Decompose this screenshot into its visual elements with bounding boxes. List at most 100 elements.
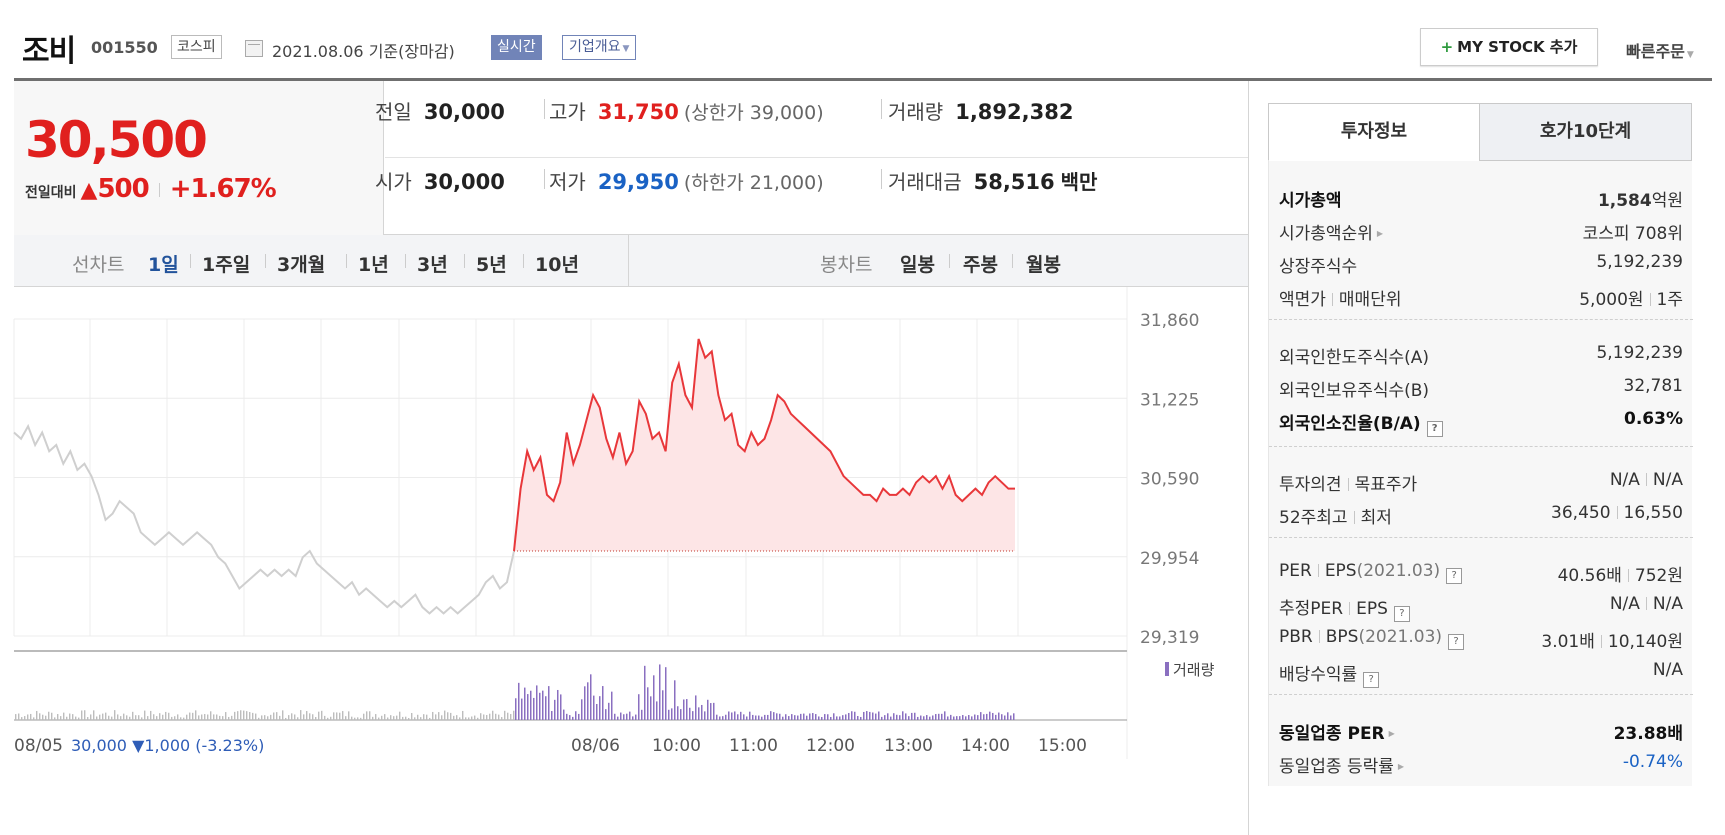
tab-1week[interactable]: 1주일 [202, 254, 251, 276]
volume-bar [255, 713, 257, 720]
foreign-limit-label: 외국인한도주식수(A) [1279, 348, 1430, 368]
volume-bar [803, 713, 805, 720]
face-value: 5,000원 [1579, 290, 1644, 310]
help-icon[interactable]: ? [1446, 568, 1463, 584]
help-icon[interactable]: ? [1426, 421, 1443, 437]
volume-bar [728, 711, 730, 720]
volume-bar [749, 711, 751, 720]
volume-bar [617, 716, 619, 720]
volume-bar [518, 682, 520, 720]
tab-invest-info[interactable]: 투자정보 [1268, 103, 1480, 161]
volume-bar [878, 711, 880, 720]
divider [1318, 630, 1320, 643]
help-icon[interactable]: ? [1448, 634, 1465, 650]
chevron-right-icon: ▶ [1397, 762, 1405, 771]
tab-10year[interactable]: 10년 [535, 254, 579, 276]
volume-bar [198, 715, 200, 720]
volume-bar [288, 715, 290, 720]
volume-bar [515, 698, 517, 720]
volume-bar [653, 675, 655, 720]
volume-bar [21, 717, 23, 720]
volume-bar [836, 716, 838, 720]
volume-bar [521, 698, 523, 720]
volume-bar [824, 714, 826, 720]
volume-bar [495, 713, 497, 720]
company-profile-dropdown[interactable]: 기업개요 ▼ [562, 35, 637, 60]
sector-change-row[interactable]: 동일업종 등락률 ▶ -0.74% [1269, 746, 1693, 778]
volume-bar [189, 712, 191, 720]
tab-5year[interactable]: 5년 [476, 254, 507, 276]
volume-bar [93, 710, 95, 720]
volume-bar [797, 715, 799, 720]
volume-bar [638, 694, 640, 720]
volume-bar [207, 714, 209, 720]
plus-icon: + [1440, 38, 1454, 56]
market-cap-row: 시가총액 1,584억원 [1269, 180, 1693, 212]
add-my-stock-button[interactable]: + MY STOCK 추가 [1420, 28, 1598, 66]
opinion-label: 투자의견 목표주가 [1279, 470, 1417, 495]
sector-per-row[interactable]: 동일업종 PER ▶ 23.88배 [1269, 713, 1693, 745]
help-icon[interactable]: ? [1363, 672, 1380, 688]
volume-bar [833, 713, 835, 720]
volume-bar [414, 717, 416, 720]
volume-bar [725, 714, 727, 720]
volume-bar [587, 682, 589, 720]
quick-order-menu[interactable]: 빠른주문 ▼ [1626, 38, 1694, 62]
volume-bar [794, 715, 796, 720]
volume-bar [459, 717, 461, 720]
opinion-val: N/A [1609, 470, 1640, 490]
face-label: 액면가 [1279, 290, 1326, 310]
pbr-value: 3.01배 [1541, 632, 1595, 652]
volume-bar [686, 699, 688, 720]
volume-bar [719, 716, 721, 720]
volume-bar [141, 717, 143, 720]
foreign-ratio-value: 0.63% [1624, 409, 1683, 429]
volume-bar [372, 716, 374, 720]
divider [881, 99, 882, 119]
volume-bar [423, 714, 425, 720]
volume-bar [593, 695, 595, 720]
prev-close-label: 전일 [375, 100, 412, 124]
tab-weekly-candle[interactable]: 주봉 [963, 254, 998, 276]
volume-bar [665, 667, 667, 720]
volume-bar [117, 714, 119, 720]
sector-per-value: 23.88배 [1613, 724, 1683, 744]
market-cap-rank-row[interactable]: 시가총액순위 ▶ 코스피 708위 [1269, 213, 1693, 245]
tab-monthly-candle[interactable]: 월봉 [1026, 254, 1061, 276]
volume-bar [806, 715, 808, 720]
price-chart[interactable]: 31,860 31,225 30,590 29,954 29,319 거래량 08/05 08… [0, 287, 1245, 835]
volume-bar [324, 715, 326, 720]
help-icon[interactable]: ? [1393, 606, 1410, 622]
volume-bar [827, 714, 829, 720]
volume-value: 1,892,382 [955, 100, 1074, 124]
volume-bar [309, 713, 311, 720]
volume-legend-swatch [1165, 662, 1169, 676]
volume-bar [174, 716, 176, 720]
high-value: 31,750 [597, 100, 679, 124]
volume-bar [857, 715, 859, 720]
volume-bar [297, 717, 299, 720]
realtime-button[interactable]: 실시간 [491, 35, 542, 60]
tab-10-level-quote[interactable]: 호가10단계 [1479, 103, 1692, 161]
divider [190, 254, 191, 268]
volume-bar [764, 714, 766, 720]
market-cap-number: 1,584 [1597, 191, 1652, 211]
volume-bar [908, 716, 910, 720]
tab-1year[interactable]: 1년 [358, 254, 389, 276]
tab-3month[interactable]: 3개월 [277, 254, 326, 276]
volume-bar [875, 713, 877, 720]
volume-bar [899, 715, 901, 720]
volume-bar [42, 714, 44, 720]
volume-bar [150, 710, 152, 720]
volume-bar [471, 716, 473, 720]
tab-1day[interactable]: 1일 [148, 254, 179, 276]
tab-daily-candle[interactable]: 일봉 [900, 254, 935, 276]
panel-divider [1248, 81, 1249, 835]
divider [1347, 478, 1349, 491]
tab-3year[interactable]: 3년 [417, 254, 448, 276]
volume-bar [821, 716, 823, 720]
volume-bar [839, 716, 841, 720]
foreign-limit-value: 5,192,239 [1596, 343, 1683, 363]
bps-value: 10,140원 [1607, 632, 1683, 652]
sector-change-text: 동일업종 등락률 [1279, 757, 1394, 777]
